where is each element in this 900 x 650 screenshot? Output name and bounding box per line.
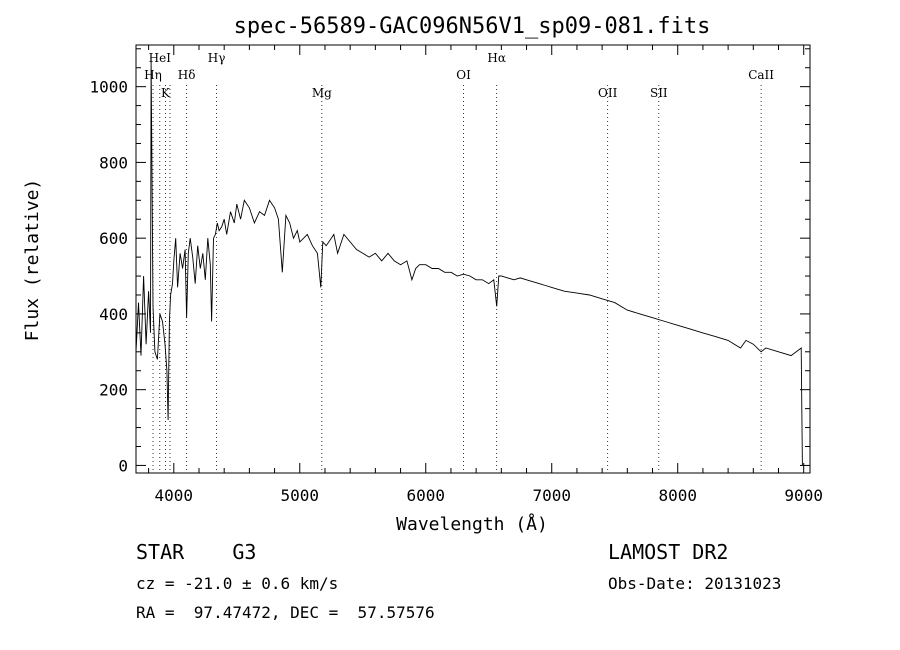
object-class: STAR G3 — [136, 540, 257, 564]
line-label: SII — [650, 86, 668, 100]
line-label: Mg — [312, 86, 332, 100]
axis-ticks: 4000 5000 6000 7000 8000 9000 0 200 400 600 800 100… — [89, 45, 823, 505]
y-axis-label: Flux (relative) — [22, 179, 43, 342]
line-label: OI — [456, 68, 471, 82]
redshift-value: cz = -21.0 ± 0.6 km/s — [136, 574, 339, 593]
plot-frame — [135, 44, 811, 474]
x-tick-label: 5000 — [281, 486, 320, 505]
x-tick-label: 7000 — [532, 486, 571, 505]
x-axis-label: Wavelength (Å) — [396, 513, 548, 535]
y-tick-label: 600 — [99, 229, 128, 248]
line-label: OII — [598, 86, 618, 100]
line-label: Hα — [487, 51, 506, 65]
y-tick-label: 400 — [99, 305, 128, 324]
y-tick-label: 0 — [118, 456, 128, 475]
x-tick-label: 4000 — [155, 486, 194, 505]
line-label: Hγ — [208, 51, 226, 65]
line-label: K — [161, 86, 171, 100]
survey-name: LAMOST DR2 — [608, 540, 729, 564]
x-tick-label: 9000 — [784, 486, 823, 505]
x-tick-label: 8000 — [658, 486, 697, 505]
y-tick-label: 200 — [99, 381, 128, 400]
reference-lines — [152, 85, 762, 473]
coordinates: RA = 97.47472, DEC = 57.57576 — [136, 603, 435, 622]
spectrum-line — [135, 60, 803, 466]
y-tick-label: 1000 — [89, 78, 128, 97]
line-annotations: HeI Hη K Hδ Hγ Mg OI Hα OII SII CaII — [144, 51, 774, 100]
line-label: HeI — [149, 51, 172, 65]
line-label: Hδ — [178, 68, 196, 82]
line-label: CaII — [748, 68, 774, 82]
y-tick-label: 800 — [99, 153, 128, 172]
x-tick-label: 6000 — [406, 486, 445, 505]
obs-date: Obs-Date: 20131023 — [608, 574, 782, 593]
line-label: Hη — [144, 68, 162, 82]
chart-title: spec-56589-GAC096N56V1_sp09-081.fits — [234, 14, 711, 39]
